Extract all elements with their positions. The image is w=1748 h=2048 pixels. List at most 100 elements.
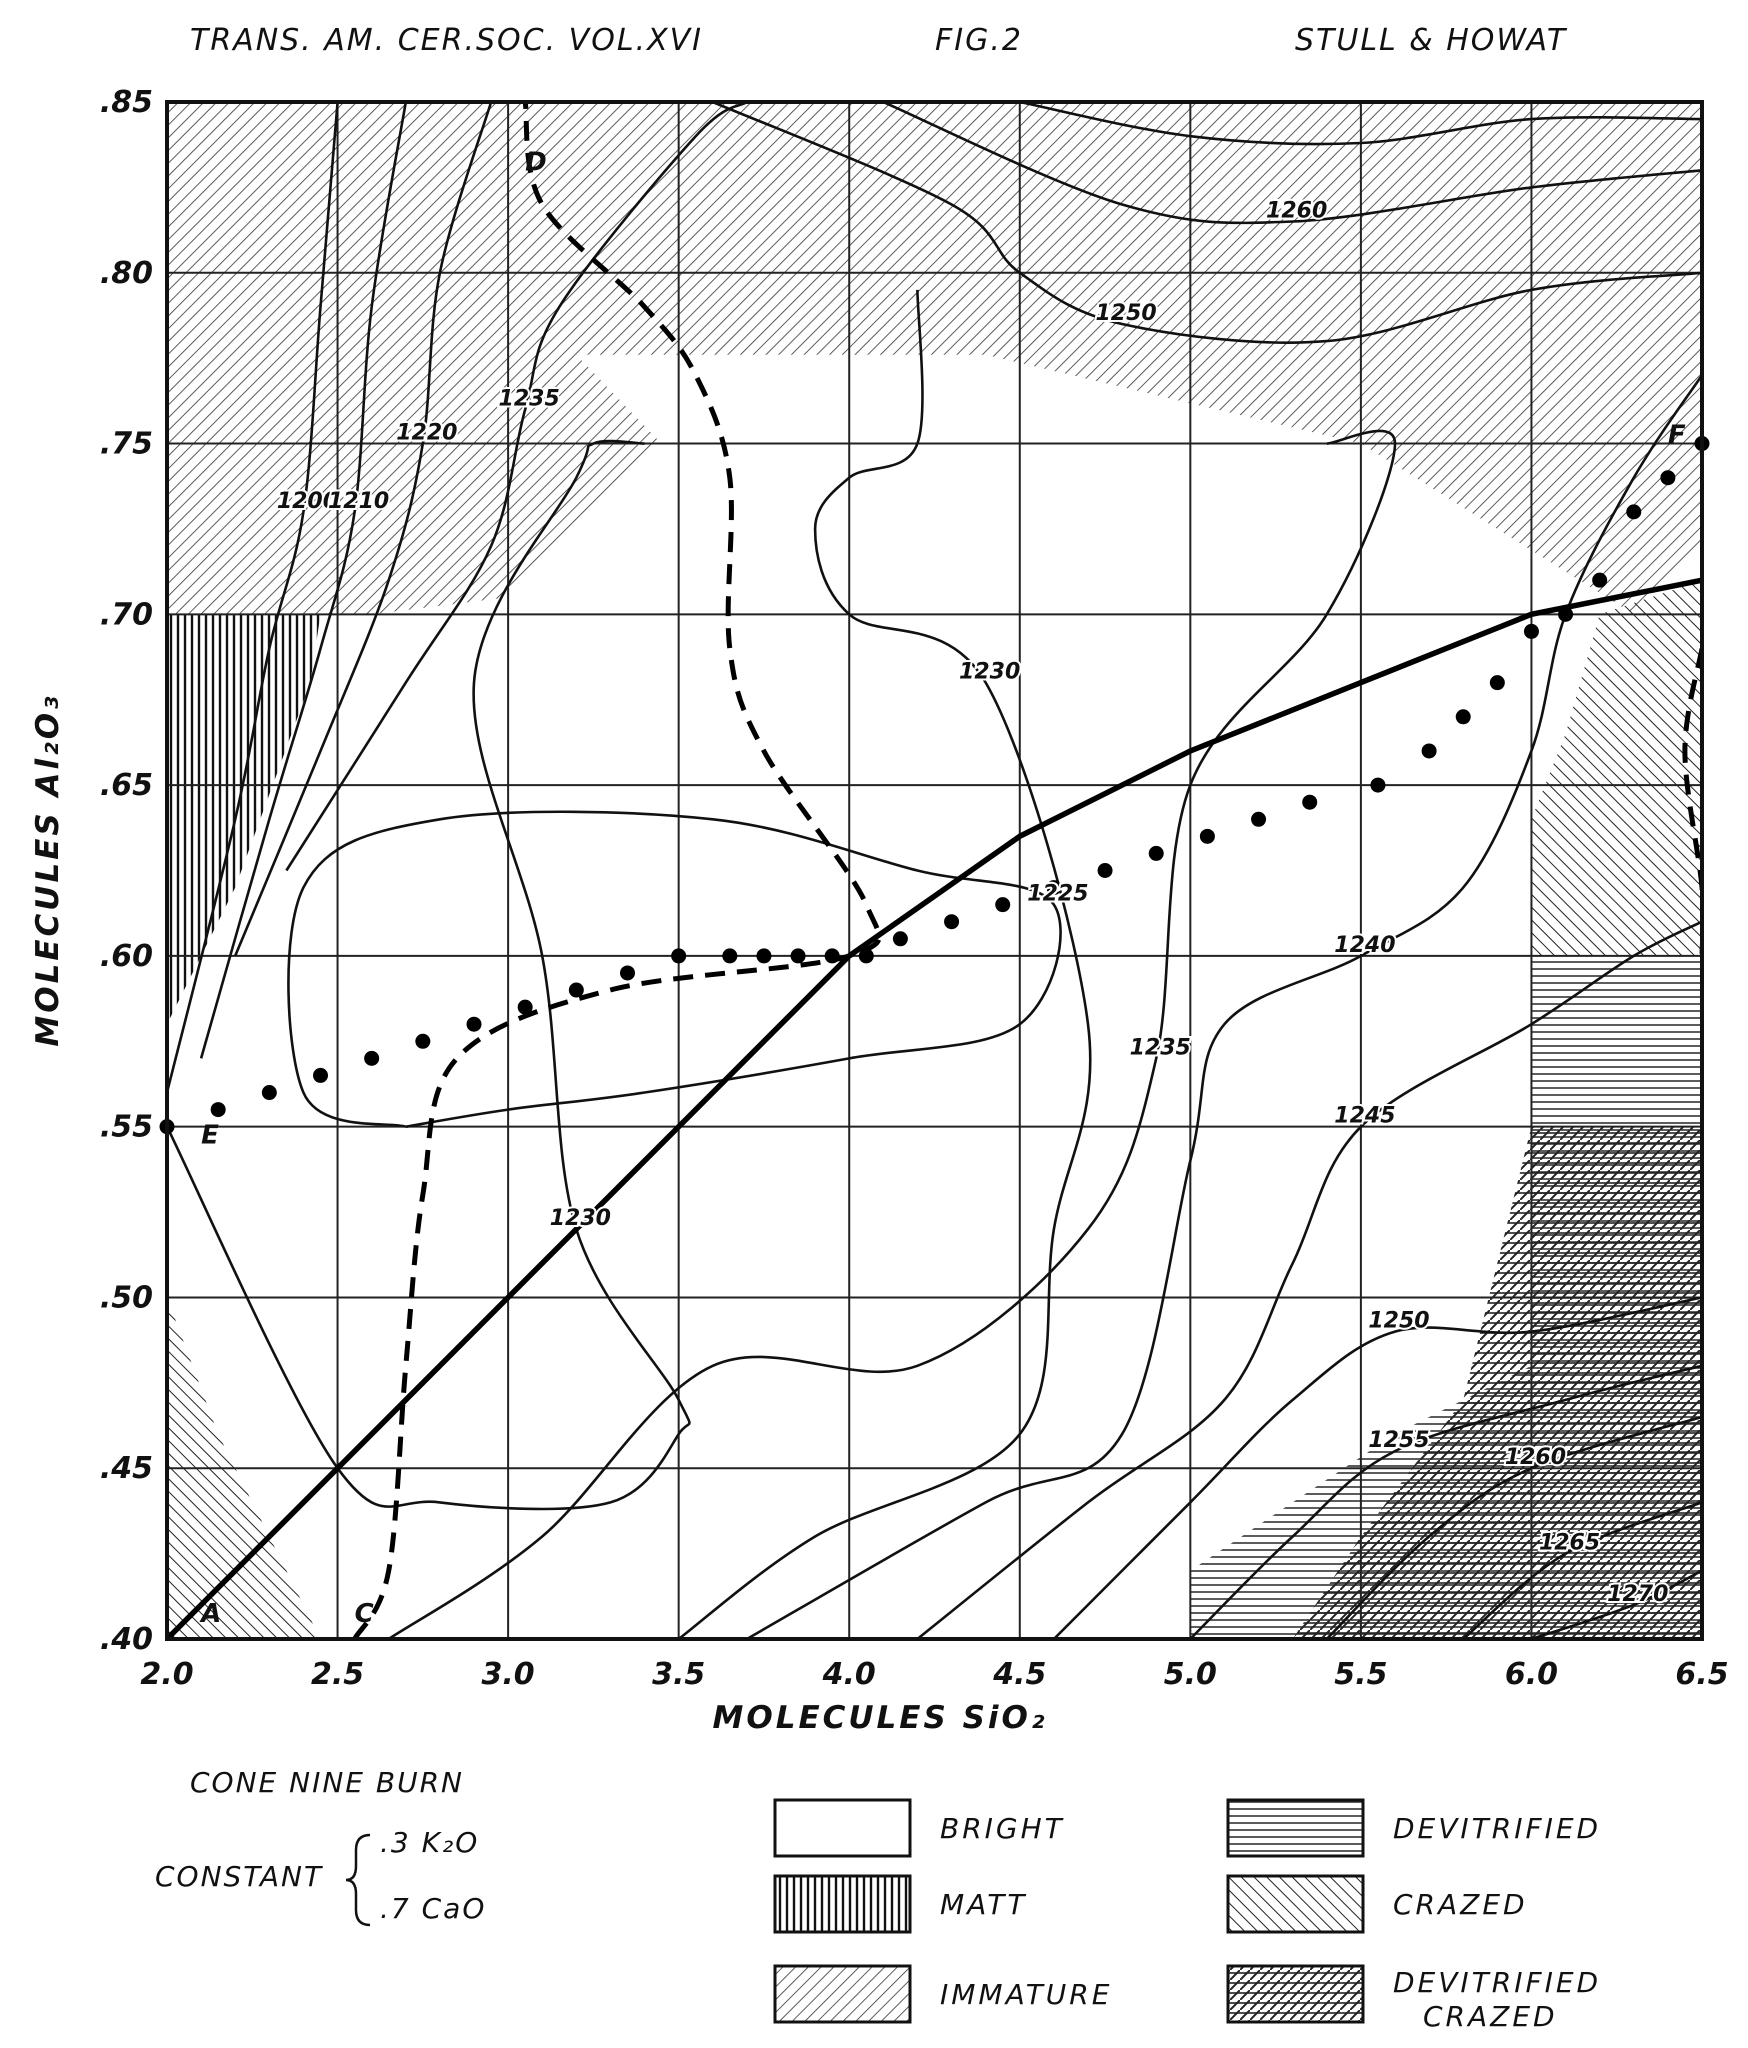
isotherm-label: 1200 (277, 489, 338, 514)
isotherm-line (167, 439, 691, 1511)
y-axis-label: MOLECULES Al₂O₃ (30, 693, 66, 1046)
boundary-dot (1148, 845, 1164, 861)
isotherm-label: 1245 (1334, 1104, 1395, 1129)
plot-frame (165, 100, 1704, 1641)
boundary-dot (1626, 504, 1642, 520)
boundary-dot (1302, 794, 1318, 810)
isotherm-label: 1250 (1368, 1309, 1429, 1334)
boundary-dot (1421, 743, 1437, 759)
legend-swatch-bright (773, 1798, 912, 1858)
y-tick-label: .40 (100, 1622, 153, 1657)
x-tick-label: 3.0 (482, 1657, 535, 1692)
point-label: A (199, 1599, 221, 1629)
x-tick-label: 6.5 (1675, 1657, 1728, 1692)
x-tick-label: 2.5 (311, 1657, 364, 1692)
boundary-dot (944, 914, 960, 930)
isotherm-line (1462, 1501, 1702, 1639)
grid-lines (166, 101, 1703, 1640)
isotherm-label: 1230 (550, 1206, 611, 1231)
dashed-right-line (1682, 648, 1702, 956)
y-tick-label: .50 (100, 1280, 153, 1315)
figure-number: FIG.2 (935, 23, 1023, 58)
x-tick-label: 5.0 (1164, 1657, 1217, 1692)
boundary-dot (858, 948, 874, 964)
boundary-dot (1097, 863, 1113, 878)
boundary-dot (1592, 572, 1608, 588)
constant-value-k2o: .3 K₂O (380, 1826, 479, 1859)
legend-label: DEVITRIFIED (1393, 1966, 1601, 1999)
legend-label: CRAZED (1423, 2000, 1558, 2033)
legend-swatch-devitrified (1226, 1798, 1365, 1858)
isotherm-label: 1220 (396, 421, 457, 446)
boundary-dot (995, 897, 1011, 913)
boundary-dot (364, 1050, 380, 1066)
y-tick-label: .65 (100, 768, 153, 803)
isotherm-label: 1210 (328, 489, 389, 514)
solid-boundary-line (167, 577, 1702, 1639)
y-tick-label: .80 (100, 256, 153, 291)
region-matt (167, 614, 321, 1025)
boundary-dot (210, 1102, 226, 1118)
boundary-dot (313, 1067, 328, 1083)
overlay-lines (167, 102, 1702, 1639)
x-axis-label: MOLECULES SiO₂ (713, 1700, 1048, 1736)
boundary-dot (892, 931, 908, 947)
isotherm-label: 1235 (499, 386, 560, 411)
legend-swatch-devitrified-crazed (1226, 1964, 1365, 2024)
x-tick-label: 2.0 (140, 1657, 193, 1692)
isotherm-line (916, 920, 1702, 1639)
boundary-dot (466, 1016, 482, 1032)
legend-label: IMMATURE (940, 1978, 1112, 2011)
legend-swatch-immature (773, 1964, 912, 2024)
y-tick-label: .75 (100, 427, 153, 462)
y-tick-label: .55 (100, 1110, 153, 1145)
isotherm-label: 1270 (1607, 1582, 1668, 1607)
tick-labels: 2.0 2.5 3.0 3.5 4.0 4.5 5.0 5.5 6.0 6.5 .40 .45 .50.… (100, 85, 1729, 1692)
isotherm-label: 1230 (959, 660, 1020, 685)
x-tick-label: 4.0 (822, 1657, 876, 1692)
isotherm-line (1019, 102, 1702, 146)
boundary-dot (1558, 606, 1574, 622)
legend: BRIGHT DEVITRIFIED MATT CRAZED IMMATURE DEVIT… (773, 1798, 1601, 2033)
isotherm-line (285, 102, 748, 872)
point-label: C (355, 1599, 374, 1629)
isotherm-line (287, 810, 1062, 1128)
boundary-dot (1489, 675, 1505, 691)
dashed-boundary-line (352, 102, 882, 1639)
isotherm-label: 1265 (1539, 1531, 1600, 1556)
isotherm-label: 1225 (1027, 882, 1088, 907)
boundary-dot (261, 1085, 277, 1101)
constant-label: CONSTANT (155, 1860, 323, 1893)
region-immature (167, 102, 1702, 615)
boundary-dot (1660, 470, 1676, 486)
isotherm-label: 1260 (1266, 199, 1327, 224)
isotherm-line (677, 289, 1092, 1639)
legend-swatch-crazed (1226, 1874, 1365, 1934)
isotherm-line (746, 374, 1702, 1639)
x-tick-label: 5.5 (1334, 1657, 1387, 1692)
boundary-dot (1199, 828, 1215, 844)
boundary-dot (620, 965, 635, 981)
point-label: F (1668, 421, 1686, 451)
isotherm-line (1052, 1296, 1702, 1639)
isotherm-label: 1235 (1130, 1035, 1191, 1060)
point-labels: A C E D F (199, 147, 1686, 1629)
boundary-dot (671, 948, 687, 964)
boundary-dot (790, 948, 806, 964)
x-tick-label: 3.5 (652, 1657, 705, 1692)
boundary-dot (1455, 709, 1471, 725)
constant-value-cao: .7 CaO (380, 1892, 486, 1925)
constant-brace (345, 1833, 371, 1927)
legend-label: CRAZED (1393, 1888, 1528, 1921)
legend-label: BRIGHT (940, 1812, 1065, 1845)
point-label: D (525, 147, 547, 177)
boundary-dot (568, 982, 584, 998)
isotherm-line (1530, 1569, 1702, 1639)
isotherm-line (712, 102, 1702, 344)
isotherm-line (233, 102, 493, 957)
boundary-dot (722, 948, 738, 964)
y-tick-label: .70 (100, 597, 153, 632)
region-crazed (1531, 580, 1702, 956)
y-tick-label: .45 (100, 1451, 153, 1486)
